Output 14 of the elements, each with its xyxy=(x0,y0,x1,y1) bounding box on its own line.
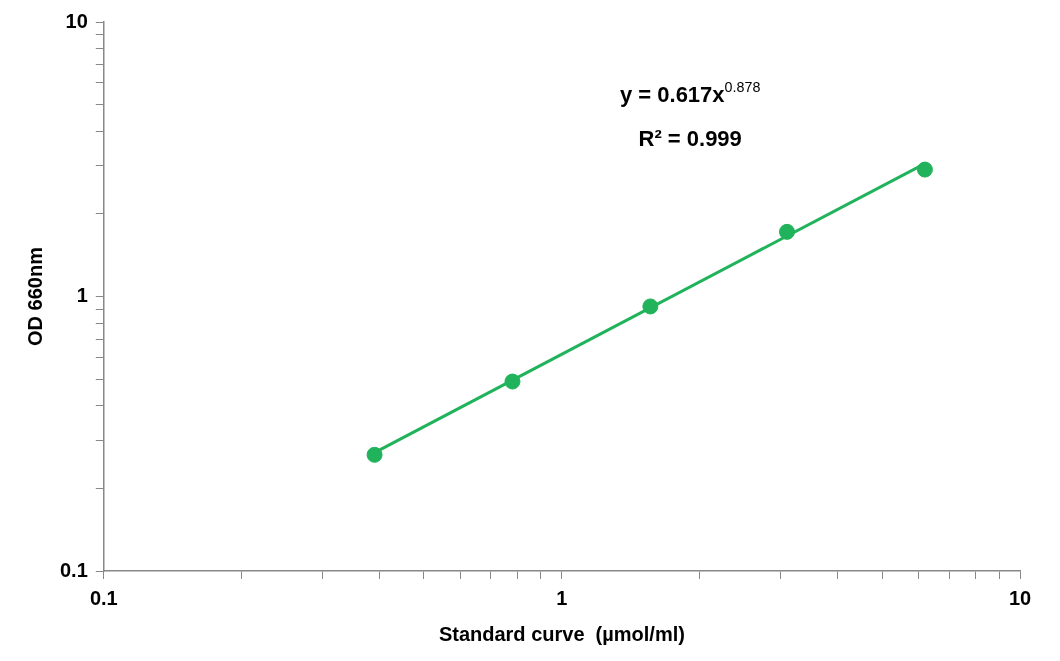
y-axis-title: OD 660nm xyxy=(23,247,46,346)
point xyxy=(642,298,659,315)
point xyxy=(916,161,933,178)
x-tick-label: 0.1 xyxy=(89,586,118,609)
point xyxy=(366,446,383,463)
y-tick-label: 0.1 xyxy=(59,558,88,581)
point xyxy=(778,223,795,240)
x-tick-label: 10 xyxy=(1008,586,1032,609)
point xyxy=(504,373,521,390)
y-tick-label: 1 xyxy=(76,284,88,307)
x-tick-label: 1 xyxy=(556,586,568,609)
annotation: R² = 0.999 xyxy=(638,126,742,151)
x-axis-title: Standard curve (µmol/ml) xyxy=(438,622,685,645)
y-tick-label: 10 xyxy=(65,9,88,32)
